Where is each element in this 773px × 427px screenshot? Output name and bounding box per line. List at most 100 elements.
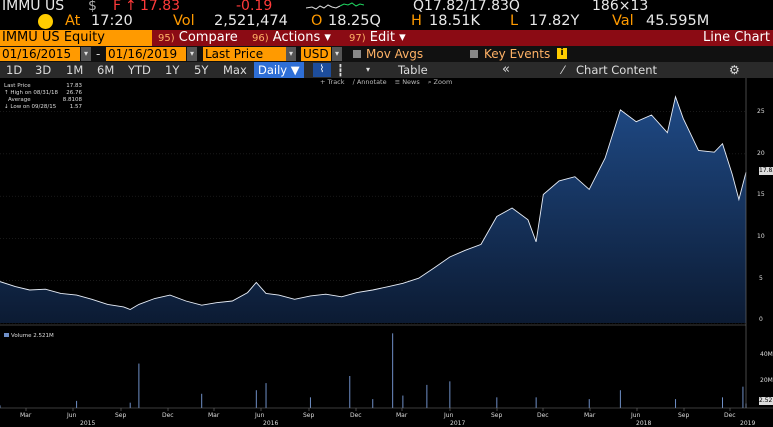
x-month-label: Jun bbox=[255, 412, 265, 419]
x-year-label: 2017 bbox=[450, 420, 466, 427]
annotate-tool[interactable]: ∕ Annotate bbox=[352, 78, 387, 86]
x-month-label: Sep bbox=[303, 412, 315, 419]
x-month-label: Mar bbox=[208, 412, 220, 419]
zoom-tool[interactable]: ⌕ Zoom bbox=[427, 78, 453, 86]
legend-low-value: 1.57 bbox=[69, 104, 82, 110]
edit-menu[interactable]: 97) Edit ▾ bbox=[349, 30, 406, 47]
mov-avgs-label: Mov Avgs bbox=[366, 47, 424, 61]
ticker-symbol: IMMU US bbox=[2, 0, 65, 13]
up-arrow-icon: ↑ bbox=[125, 0, 137, 13]
field-select[interactable]: Last Price bbox=[203, 47, 295, 61]
function-menubar: IMMU US Equity 95) Compare 96) Actions ▾… bbox=[0, 30, 773, 46]
security-input[interactable]: IMMU US Equity bbox=[0, 30, 152, 46]
info-icon[interactable]: i bbox=[557, 48, 567, 59]
last-price: 17.83 bbox=[140, 0, 181, 13]
collapse-button[interactable]: « bbox=[502, 62, 510, 77]
bid-ask-size: 186×13 bbox=[592, 0, 649, 13]
x-month-label: Dec bbox=[350, 412, 362, 419]
sparkline-icon bbox=[306, 2, 364, 10]
news-tool[interactable]: ≡ News bbox=[394, 78, 420, 86]
period-ytd[interactable]: YTD bbox=[128, 63, 151, 77]
period-1y[interactable]: 1Y bbox=[165, 63, 180, 77]
volume-value: 2,521,474 bbox=[214, 13, 288, 29]
end-date-input[interactable]: 01/16/2019 bbox=[106, 47, 186, 61]
period-1m[interactable]: 1M bbox=[66, 63, 84, 77]
last-price-tag: 17.83 bbox=[759, 167, 773, 175]
y-tick-25: 25 bbox=[757, 108, 765, 115]
value-label: Val bbox=[612, 13, 634, 29]
interval-dropdown[interactable]: Daily ▼ bbox=[254, 62, 304, 78]
chart-type-title: Line Chart bbox=[703, 30, 770, 45]
chart-icon: ⁄ bbox=[562, 63, 564, 77]
start-date-dropdown[interactable]: ▾ bbox=[81, 47, 91, 61]
open-value: 18.25Q bbox=[328, 13, 381, 29]
currency-select[interactable]: USD bbox=[301, 47, 331, 61]
key-events-checkbox[interactable] bbox=[470, 50, 478, 58]
legend-last-price-value: 17.83 bbox=[66, 83, 82, 89]
compare-hotkey: 95) bbox=[158, 33, 175, 44]
x-month-label: Sep bbox=[678, 412, 690, 419]
chart-style-dropdown-icon[interactable]: ▾ bbox=[366, 65, 371, 74]
quote-row-1: IMMU US $ F ↑ 17.83 -0.19 Q17.82/17.83Q … bbox=[0, 0, 773, 13]
price-volume-chart[interactable] bbox=[0, 78, 773, 427]
price-line bbox=[0, 95, 747, 310]
x-year-label: 2016 bbox=[263, 420, 279, 427]
open-label: O bbox=[311, 13, 323, 29]
x-month-label: Jun bbox=[444, 412, 454, 419]
legend-last-price: Last Price 17.83 bbox=[4, 83, 84, 90]
period-max[interactable]: Max bbox=[223, 63, 247, 77]
end-date-dropdown[interactable]: ▾ bbox=[187, 47, 197, 61]
currency-dropdown[interactable]: ▾ bbox=[332, 47, 342, 61]
period-3d[interactable]: 3D bbox=[35, 63, 52, 77]
actions-label: Actions ▾ bbox=[272, 30, 331, 45]
compare-label: Compare bbox=[178, 30, 238, 45]
bar-chart-icon[interactable]: ┇ bbox=[337, 63, 344, 77]
table-button[interactable]: Table bbox=[398, 63, 428, 77]
compare-menu[interactable]: 95) Compare bbox=[158, 30, 238, 47]
last-volume-tag: 2.52 bbox=[759, 397, 773, 405]
price-prefix: F bbox=[113, 0, 122, 13]
period-5y[interactable]: 5Y bbox=[194, 63, 209, 77]
actions-menu[interactable]: 96) Actions ▾ bbox=[252, 30, 331, 47]
x-month-label: Dec bbox=[162, 412, 174, 419]
price-legend: Last Price 17.83 ↑ High on 08/31/18 26.7… bbox=[4, 83, 84, 111]
currency-symbol: $ bbox=[88, 0, 97, 13]
legend-average: Average 8.8108 bbox=[4, 97, 84, 104]
mov-avgs-checkbox[interactable] bbox=[353, 50, 361, 58]
price-area bbox=[0, 96, 746, 323]
legend-high: ↑ High on 08/31/18 26.76 bbox=[4, 90, 84, 97]
low-value: 17.82Y bbox=[529, 13, 580, 29]
chart-tools: + Track ∕ Annotate ≡ News ⌕ Zoom bbox=[320, 78, 458, 87]
net-change: -0.19 bbox=[236, 0, 273, 13]
gear-icon[interactable]: ⚙ bbox=[729, 63, 740, 77]
x-year-label: 2015 bbox=[80, 420, 96, 427]
bid-ask: Q17.82/17.83Q bbox=[413, 0, 520, 13]
x-month-label: Sep bbox=[491, 412, 503, 419]
high-value: 18.51K bbox=[429, 13, 481, 29]
alert-icon[interactable] bbox=[38, 14, 53, 29]
chart-content-button[interactable]: Chart Content bbox=[576, 63, 657, 77]
quote-row-2: At 17:20 Vol 2,521,474 O 18.25Q H 18.51K… bbox=[0, 13, 773, 30]
line-chart-icon[interactable]: ⌇ bbox=[313, 63, 331, 77]
volume-label: Vol bbox=[173, 13, 195, 29]
chart-area: + Track ∕ Annotate ≡ News ⌕ Zoom Last Pr… bbox=[0, 78, 773, 427]
key-events-label: Key Events bbox=[484, 47, 551, 61]
period-6m[interactable]: 6M bbox=[97, 63, 115, 77]
quote-time: 17:20 bbox=[91, 13, 133, 29]
y-tick-0: 0 bbox=[759, 316, 763, 323]
x-month-label: Mar bbox=[584, 412, 596, 419]
start-date-input[interactable]: 01/16/2015 bbox=[0, 47, 80, 61]
y-tick-5: 5 bbox=[759, 275, 763, 282]
x-year-label: 2019 bbox=[740, 420, 756, 427]
x-month-label: Sep bbox=[115, 412, 127, 419]
track-tool[interactable]: + Track bbox=[320, 78, 345, 86]
field-dropdown[interactable]: ▾ bbox=[286, 47, 296, 61]
legend-high-value: 26.76 bbox=[66, 90, 82, 96]
low-label: L bbox=[510, 13, 519, 29]
period-1d[interactable]: 1D bbox=[6, 63, 23, 77]
legend-low-label: ↓ Low on 09/28/15 bbox=[4, 104, 57, 110]
y-tick-15: 15 bbox=[757, 191, 765, 198]
legend-high-label: ↑ High on 08/31/18 bbox=[4, 90, 59, 96]
edit-label: Edit ▾ bbox=[369, 30, 406, 45]
x-month-label: Mar bbox=[396, 412, 408, 419]
